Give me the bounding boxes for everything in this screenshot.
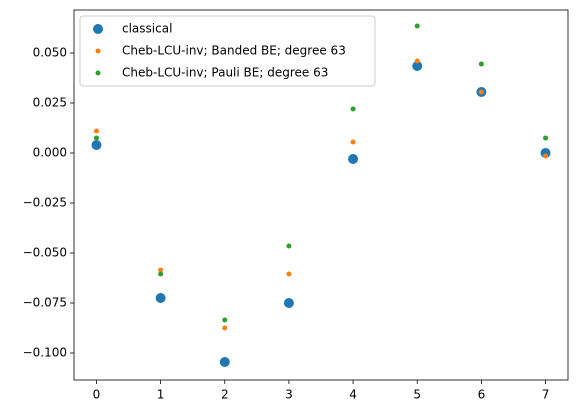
legend-label: Cheb-LCU-inv; Banded BE; degree 63 — [122, 44, 346, 58]
point — [350, 139, 356, 145]
point — [93, 128, 99, 134]
x-tick-label: 4 — [349, 388, 357, 402]
point — [93, 135, 99, 141]
plot-frame — [73, 9, 569, 381]
x-tick-label: 7 — [542, 388, 550, 402]
point — [414, 23, 420, 29]
point — [412, 61, 423, 71]
x-tick-label: 2 — [221, 388, 229, 402]
x-tick-label: 6 — [478, 388, 486, 402]
legend-label: Cheb-LCU-inv; Pauli BE; degree 63 — [122, 66, 328, 80]
x-tick-label: 5 — [413, 388, 421, 402]
legend-box — [79, 15, 376, 87]
point — [414, 58, 420, 64]
y-tick-label: 0.000 — [33, 146, 67, 160]
point — [543, 153, 549, 159]
y-tick-label: −0.075 — [23, 296, 67, 310]
point — [543, 135, 549, 141]
y-tick-label: −0.025 — [23, 196, 67, 210]
point — [222, 325, 228, 331]
point — [478, 61, 484, 67]
point — [91, 140, 102, 150]
point — [350, 106, 356, 112]
x-tick-label: 1 — [157, 388, 165, 402]
point — [158, 267, 164, 273]
x-tick-label: 3 — [285, 388, 293, 402]
point — [540, 148, 551, 158]
point — [348, 154, 359, 164]
point — [286, 271, 292, 277]
legend-marker — [95, 70, 101, 76]
point — [286, 243, 292, 249]
point — [222, 317, 228, 323]
point — [219, 357, 230, 367]
y-tick-label: −0.050 — [23, 246, 67, 260]
y-tick-label: 0.025 — [33, 96, 67, 110]
legend-label: classical — [122, 22, 172, 36]
x-tick-label: 0 — [93, 388, 101, 402]
y-tick-label: −0.100 — [23, 346, 67, 360]
point — [155, 293, 166, 303]
legend-marker — [95, 48, 101, 54]
point — [478, 89, 484, 95]
point — [283, 298, 294, 308]
point — [158, 271, 164, 277]
legend-marker — [93, 24, 103, 34]
y-tick-label: 0.050 — [33, 46, 67, 60]
